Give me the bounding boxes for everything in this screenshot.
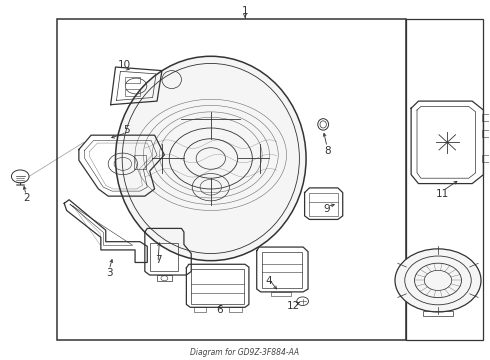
Text: 10: 10 bbox=[118, 60, 131, 70]
Text: 8: 8 bbox=[324, 145, 330, 156]
Bar bbox=[157, 275, 171, 282]
Text: 1: 1 bbox=[242, 6, 248, 16]
Bar bbox=[194, 307, 206, 312]
Bar bbox=[125, 77, 140, 83]
Bar bbox=[310, 193, 338, 216]
Bar bbox=[150, 243, 178, 271]
Circle shape bbox=[395, 249, 481, 312]
Bar bbox=[271, 292, 291, 296]
Bar bbox=[482, 155, 489, 162]
Bar bbox=[229, 307, 242, 312]
Bar bbox=[191, 269, 244, 304]
Text: 2: 2 bbox=[23, 193, 29, 203]
Ellipse shape bbox=[116, 56, 306, 261]
Bar bbox=[125, 89, 140, 96]
Text: 4: 4 bbox=[265, 276, 272, 286]
Text: 9: 9 bbox=[324, 204, 330, 215]
Text: 3: 3 bbox=[106, 267, 113, 278]
Bar bbox=[482, 114, 489, 121]
Text: 5: 5 bbox=[123, 125, 130, 135]
Bar bbox=[423, 311, 453, 316]
Bar bbox=[134, 155, 146, 169]
Text: 7: 7 bbox=[155, 255, 161, 265]
Text: 12: 12 bbox=[287, 301, 300, 311]
Text: 6: 6 bbox=[216, 305, 223, 315]
Bar bbox=[262, 252, 302, 288]
Bar bbox=[482, 130, 489, 137]
Bar bbox=[406, 19, 484, 339]
Bar bbox=[57, 19, 406, 339]
Text: Diagram for GD9Z-3F884-AA: Diagram for GD9Z-3F884-AA bbox=[191, 348, 299, 357]
Text: 11: 11 bbox=[436, 189, 449, 199]
